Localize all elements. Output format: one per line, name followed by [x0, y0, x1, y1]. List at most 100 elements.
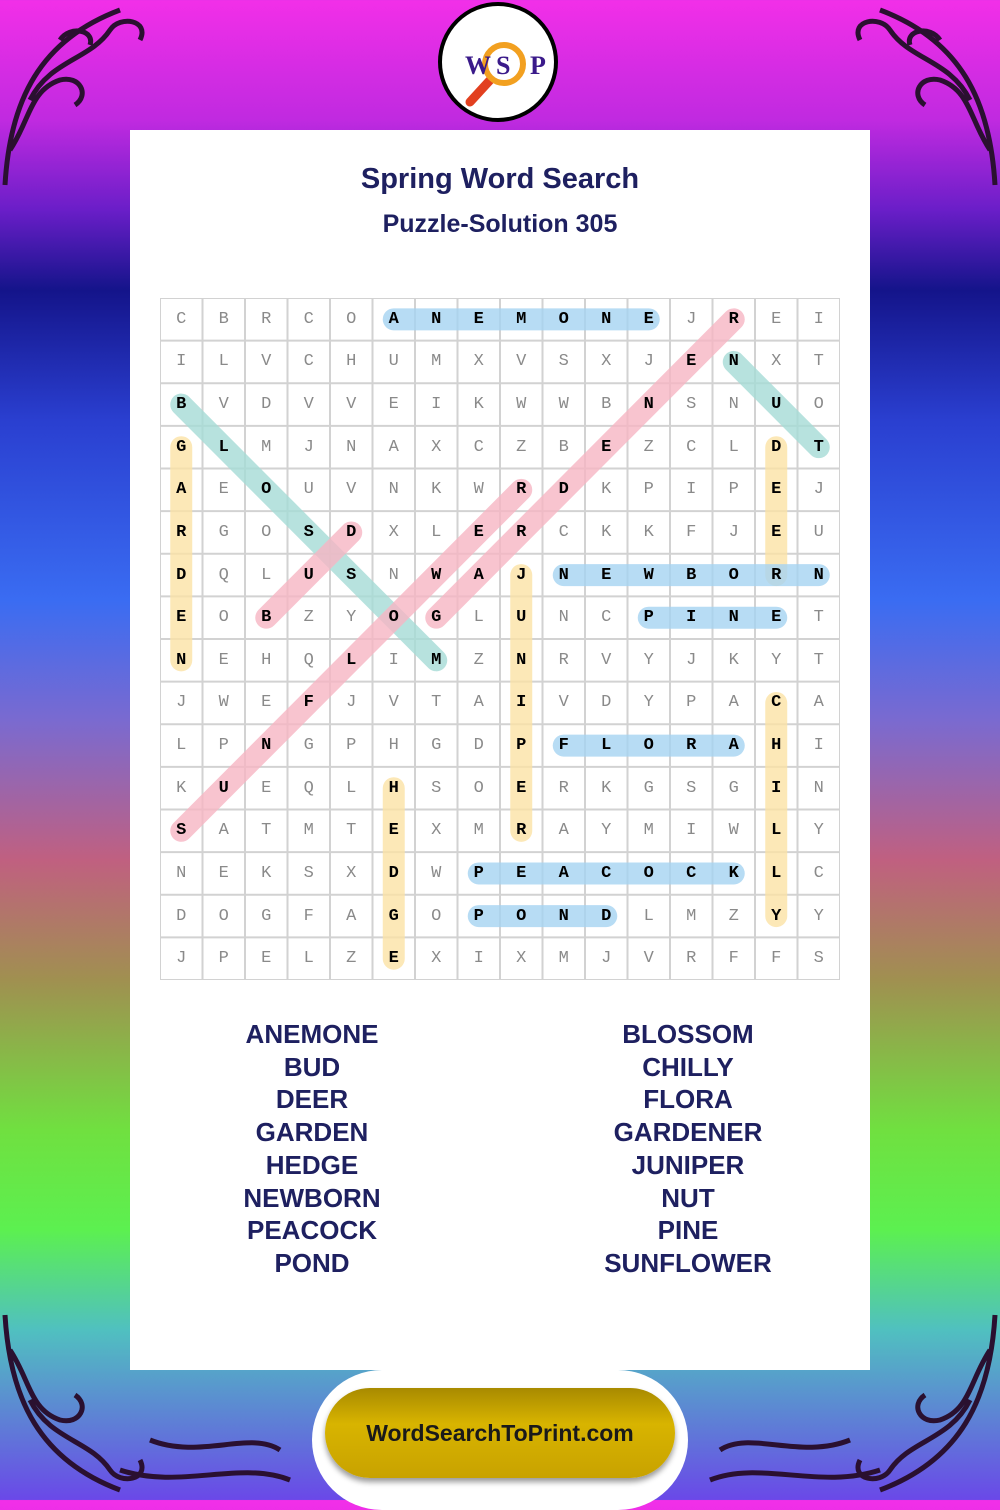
grid-cell[interactable]: S [558, 352, 569, 372]
grid-cell[interactable]: E [261, 949, 272, 969]
grid-cell[interactable]: R [516, 480, 527, 500]
grid-cell[interactable]: L [218, 437, 229, 457]
grid-cell[interactable]: I [686, 480, 697, 500]
grid-cell[interactable]: C [771, 693, 782, 713]
grid-cell[interactable]: R [176, 522, 187, 542]
grid-cell[interactable]: A [388, 309, 399, 329]
grid-cell[interactable]: M [431, 352, 442, 372]
grid-cell[interactable]: E [771, 309, 782, 329]
grid-cell[interactable]: K [601, 778, 612, 798]
grid-cell[interactable]: N [643, 395, 654, 415]
grid-cell[interactable]: K [601, 480, 612, 500]
grid-cell[interactable]: G [176, 437, 187, 457]
grid-cell[interactable]: X [431, 821, 442, 841]
grid-cell[interactable]: H [388, 736, 399, 756]
grid-cell[interactable]: O [431, 906, 442, 926]
grid-cell[interactable]: B [601, 395, 612, 415]
grid-cell[interactable]: O [218, 608, 229, 628]
grid-cell[interactable]: Y [771, 650, 782, 670]
grid-cell[interactable]: C [601, 863, 612, 883]
grid-cell[interactable]: M [431, 650, 442, 670]
grid-cell[interactable]: T [261, 821, 272, 841]
grid-cell[interactable]: D [601, 906, 612, 926]
grid-cell[interactable]: A [558, 863, 569, 883]
grid-cell[interactable]: A [473, 693, 484, 713]
grid-cell[interactable]: N [176, 650, 187, 670]
grid-cell[interactable]: L [771, 863, 782, 883]
grid-cell[interactable]: N [558, 906, 569, 926]
grid-cell[interactable]: G [388, 906, 399, 926]
grid-cell[interactable]: O [218, 906, 229, 926]
grid-cell[interactable]: R [686, 949, 697, 969]
grid-cell[interactable]: C [558, 522, 569, 542]
grid-cell[interactable]: R [558, 778, 569, 798]
grid-cell[interactable]: P [728, 480, 739, 500]
grid-cell[interactable]: Z [643, 437, 654, 457]
grid-cell[interactable]: L [303, 949, 314, 969]
logo[interactable]: W S P [438, 2, 558, 122]
grid-cell[interactable]: H [388, 778, 399, 798]
grid-cell[interactable]: T [813, 608, 824, 628]
grid-cell[interactable]: J [686, 650, 697, 670]
grid-cell[interactable]: W [431, 565, 442, 585]
grid-cell[interactable]: F [686, 522, 697, 542]
grid-cell[interactable]: W [218, 693, 229, 713]
grid-cell[interactable]: J [176, 949, 187, 969]
grid-cell[interactable]: A [218, 821, 229, 841]
grid-cell[interactable]: S [686, 395, 697, 415]
site-link-button[interactable]: WordSearchToPrint.com [325, 1388, 675, 1478]
grid-cell[interactable]: N [516, 650, 527, 670]
grid-cell[interactable]: E [473, 522, 484, 542]
grid-cell[interactable]: C [601, 608, 612, 628]
grid-cell[interactable]: D [771, 437, 782, 457]
grid-cell[interactable]: N [261, 736, 272, 756]
grid-cell[interactable]: O [558, 309, 569, 329]
grid-cell[interactable]: L [643, 906, 654, 926]
grid-cell[interactable]: O [346, 309, 357, 329]
grid-cell[interactable]: C [176, 309, 187, 329]
grid-cell[interactable]: X [431, 437, 442, 457]
grid-cell[interactable]: I [431, 395, 442, 415]
grid-cell[interactable]: N [346, 437, 357, 457]
grid-cell[interactable]: N [728, 608, 739, 628]
grid-cell[interactable]: V [558, 693, 569, 713]
grid-cell[interactable]: J [303, 437, 314, 457]
grid-cell[interactable]: P [686, 693, 697, 713]
grid-cell[interactable]: E [218, 650, 229, 670]
grid-cell[interactable]: G [218, 522, 229, 542]
grid-cell[interactable]: A [473, 565, 484, 585]
grid-cell[interactable]: L [176, 736, 187, 756]
grid-cell[interactable]: E [261, 778, 272, 798]
grid-cell[interactable]: Y [346, 608, 357, 628]
grid-cell[interactable]: Z [473, 650, 484, 670]
grid-cell[interactable]: B [176, 395, 187, 415]
grid-cell[interactable]: F [303, 906, 314, 926]
grid-cell[interactable]: J [728, 522, 739, 542]
grid-cell[interactable]: C [303, 309, 314, 329]
grid-cell[interactable]: L [218, 352, 229, 372]
grid-cell[interactable]: V [601, 650, 612, 670]
grid-cell[interactable]: T [431, 693, 442, 713]
grid-cell[interactable]: K [728, 863, 739, 883]
grid-cell[interactable]: Z [516, 437, 527, 457]
grid-cell[interactable]: O [473, 778, 484, 798]
grid-cell[interactable]: P [473, 863, 484, 883]
grid-cell[interactable]: Y [643, 693, 654, 713]
grid-cell[interactable]: W [516, 395, 527, 415]
grid-cell[interactable]: Z [303, 608, 314, 628]
grid-cell[interactable]: N [728, 352, 739, 372]
grid-cell[interactable]: K [643, 522, 654, 542]
grid-cell[interactable]: I [686, 608, 697, 628]
grid-cell[interactable]: D [346, 522, 357, 542]
grid-cell[interactable]: U [813, 522, 824, 542]
grid-cell[interactable]: G [261, 906, 272, 926]
grid-cell[interactable]: H [346, 352, 357, 372]
grid-cell[interactable]: A [346, 906, 357, 926]
grid-cell[interactable]: C [303, 352, 314, 372]
grid-cell[interactable]: P [218, 949, 229, 969]
grid-cell[interactable]: D [261, 395, 272, 415]
grid-cell[interactable]: C [686, 437, 697, 457]
grid-cell[interactable]: K [473, 395, 484, 415]
grid-cell[interactable]: B [261, 608, 272, 628]
grid-cell[interactable]: A [558, 821, 569, 841]
